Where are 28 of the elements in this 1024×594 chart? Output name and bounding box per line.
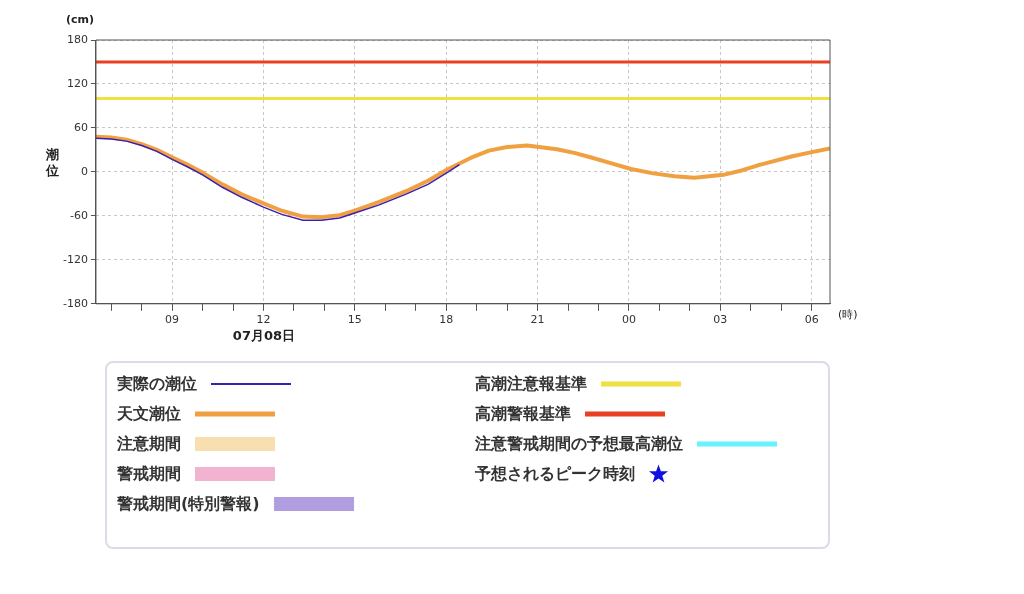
legend-label: 高潮注意報基準 — [474, 373, 587, 395]
x-tick-label: 15 — [347, 313, 362, 327]
legend-label: 注意期間 — [117, 433, 181, 455]
x-axis-title: (時) — [838, 307, 858, 321]
x-tick-label: 00 — [621, 313, 636, 327]
y-tick-label: 60 — [73, 120, 88, 134]
legend-label: 注意警戒期間の予想最高潮位 — [474, 433, 683, 455]
y-tick-label: 180 — [66, 32, 88, 46]
legend-label: 警戒期間 — [117, 463, 181, 485]
y-tick-label: -180 — [63, 296, 88, 310]
x-tick-label: 06 — [804, 313, 819, 327]
x-tick-label: 12 — [256, 313, 271, 327]
y-tick-label: -60 — [70, 208, 88, 222]
legend-label: 高潮警報基準 — [474, 403, 571, 425]
x-tick-label: 09 — [165, 313, 180, 327]
x-tick-label: 03 — [713, 313, 728, 327]
x-tick-label: 21 — [530, 313, 545, 327]
legend-label: 実際の潮位 — [117, 373, 197, 395]
y-tick-label: -120 — [63, 252, 88, 266]
y-axis-title: 潮位 — [44, 146, 59, 178]
legend-label: 天文潮位 — [117, 403, 181, 425]
legend-label: 警戒期間(特別警報) — [117, 493, 260, 515]
text: 07月08日 — [232, 327, 296, 343]
y-tick-label: 0 — [80, 164, 88, 178]
legend-label: 予想されるピーク時刻 — [474, 463, 635, 485]
x-tick-label: 18 — [439, 313, 454, 327]
y-tick-label: 120 — [66, 76, 88, 90]
text: (cm) — [65, 13, 94, 26]
